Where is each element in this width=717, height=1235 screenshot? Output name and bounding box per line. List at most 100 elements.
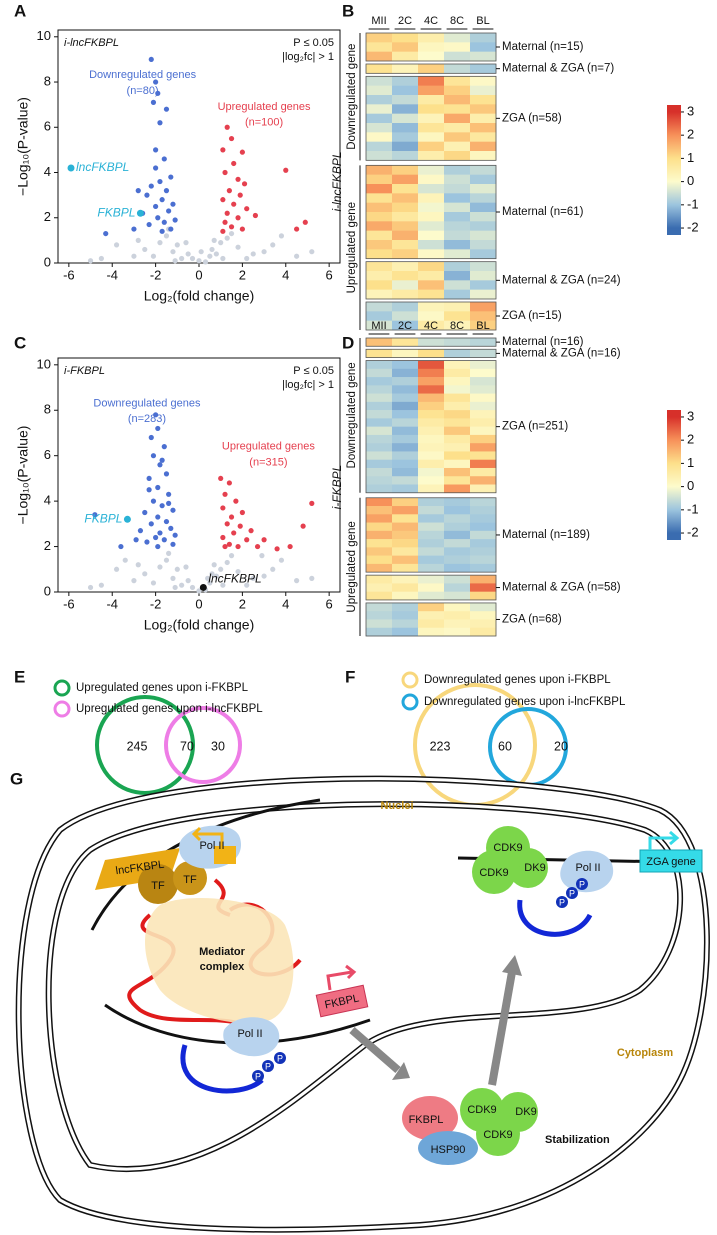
heat-cell (444, 289, 471, 300)
label: P (277, 1053, 283, 1063)
point (113, 242, 120, 248)
point (163, 518, 170, 525)
label: Pol II (575, 862, 600, 874)
point (189, 255, 196, 262)
diagram: Nuclei Cytoplasm lncFKBPL Pol II TF TF M… (15, 775, 710, 1233)
heat-cell (418, 434, 445, 444)
heat-cell (392, 451, 419, 461)
point (159, 197, 165, 203)
heat-cell (366, 271, 393, 281)
label: P (579, 879, 585, 889)
heat-cell (418, 497, 445, 507)
point (148, 521, 154, 527)
heat-cell (366, 184, 393, 194)
x-tick-label: 2 (239, 596, 246, 611)
heat-cell (418, 539, 445, 548)
point (157, 462, 163, 468)
cdk9 (472, 850, 516, 894)
label: CDK9 (479, 867, 508, 879)
heat-cell (418, 193, 445, 203)
point (231, 530, 237, 536)
x-tick-label: -6 (63, 596, 75, 611)
heat-cell (392, 212, 419, 222)
heat-cell (418, 221, 445, 231)
point (136, 209, 144, 217)
heat-cell (392, 165, 419, 175)
point (166, 491, 172, 497)
heat-cell (418, 132, 445, 142)
compartment-label: Nuclei (380, 800, 413, 812)
point (309, 249, 315, 255)
point (166, 550, 172, 556)
heat-cell (366, 212, 393, 222)
point (274, 546, 280, 552)
heat-cell (444, 484, 471, 494)
heat-cell (366, 451, 393, 461)
point (172, 217, 178, 223)
heat-cell (366, 85, 393, 96)
heat-cell (392, 410, 419, 419)
heat-cell (444, 338, 471, 347)
group-label: Maternal & ZGA (n=16) (502, 347, 621, 359)
heat-cell (470, 459, 497, 469)
y-tick-label: 4 (44, 164, 51, 179)
point (163, 106, 170, 112)
point (168, 174, 174, 180)
panel-letter: A (14, 1, 26, 20)
point (213, 251, 219, 257)
heat-cell (392, 174, 419, 185)
heat-cell (470, 141, 497, 152)
x-tick-label: -2 (150, 267, 162, 282)
heat-cell (444, 514, 471, 523)
point (189, 584, 196, 591)
heat-cell (366, 95, 393, 105)
group-label: Maternal & ZGA (n=24) (502, 274, 621, 286)
heat-cell (392, 132, 419, 142)
legend-label: Upregulated genes upon i-FKBPL (76, 682, 249, 694)
label: DK9 (515, 1106, 536, 1118)
heat-cell (444, 459, 471, 469)
heat-cell (418, 104, 445, 114)
heat-cell (418, 311, 445, 321)
label: complex (200, 961, 246, 973)
point (142, 246, 148, 253)
point (98, 582, 104, 588)
x-tick-label: 4 (282, 267, 289, 282)
heat-cell (418, 426, 445, 436)
point (157, 178, 163, 185)
x-tick-label: -4 (106, 596, 118, 611)
heat-cell (470, 230, 497, 241)
fkbpl-protein (402, 1096, 458, 1140)
point (270, 566, 276, 572)
point (241, 181, 248, 187)
point (239, 509, 245, 516)
heat-cell (418, 459, 445, 469)
point (155, 425, 161, 432)
point (161, 444, 167, 450)
heat-cell (392, 377, 419, 386)
point (218, 240, 224, 246)
column-label: 2C (398, 320, 412, 332)
point (222, 219, 228, 225)
heat-cell (418, 51, 445, 62)
heat-cell (392, 530, 419, 540)
mediator-complex (145, 897, 294, 1024)
heat-cell (444, 85, 471, 96)
region-count: 245 (127, 739, 148, 753)
heat-cell (366, 530, 393, 540)
point (131, 226, 137, 232)
heat-cell (444, 619, 471, 629)
y-tick-label: 6 (44, 447, 51, 462)
promoter-arrow (191, 826, 224, 846)
point (150, 253, 157, 259)
heat-cell (366, 104, 393, 114)
heat-cell (392, 401, 419, 411)
heat-cell (392, 320, 419, 331)
heat-cell (444, 522, 471, 532)
heat-cell (418, 467, 445, 477)
point (196, 258, 202, 264)
heat-cell (366, 467, 393, 477)
heat-cell (470, 410, 497, 419)
colorbar-tick-label: -2 (687, 219, 699, 234)
